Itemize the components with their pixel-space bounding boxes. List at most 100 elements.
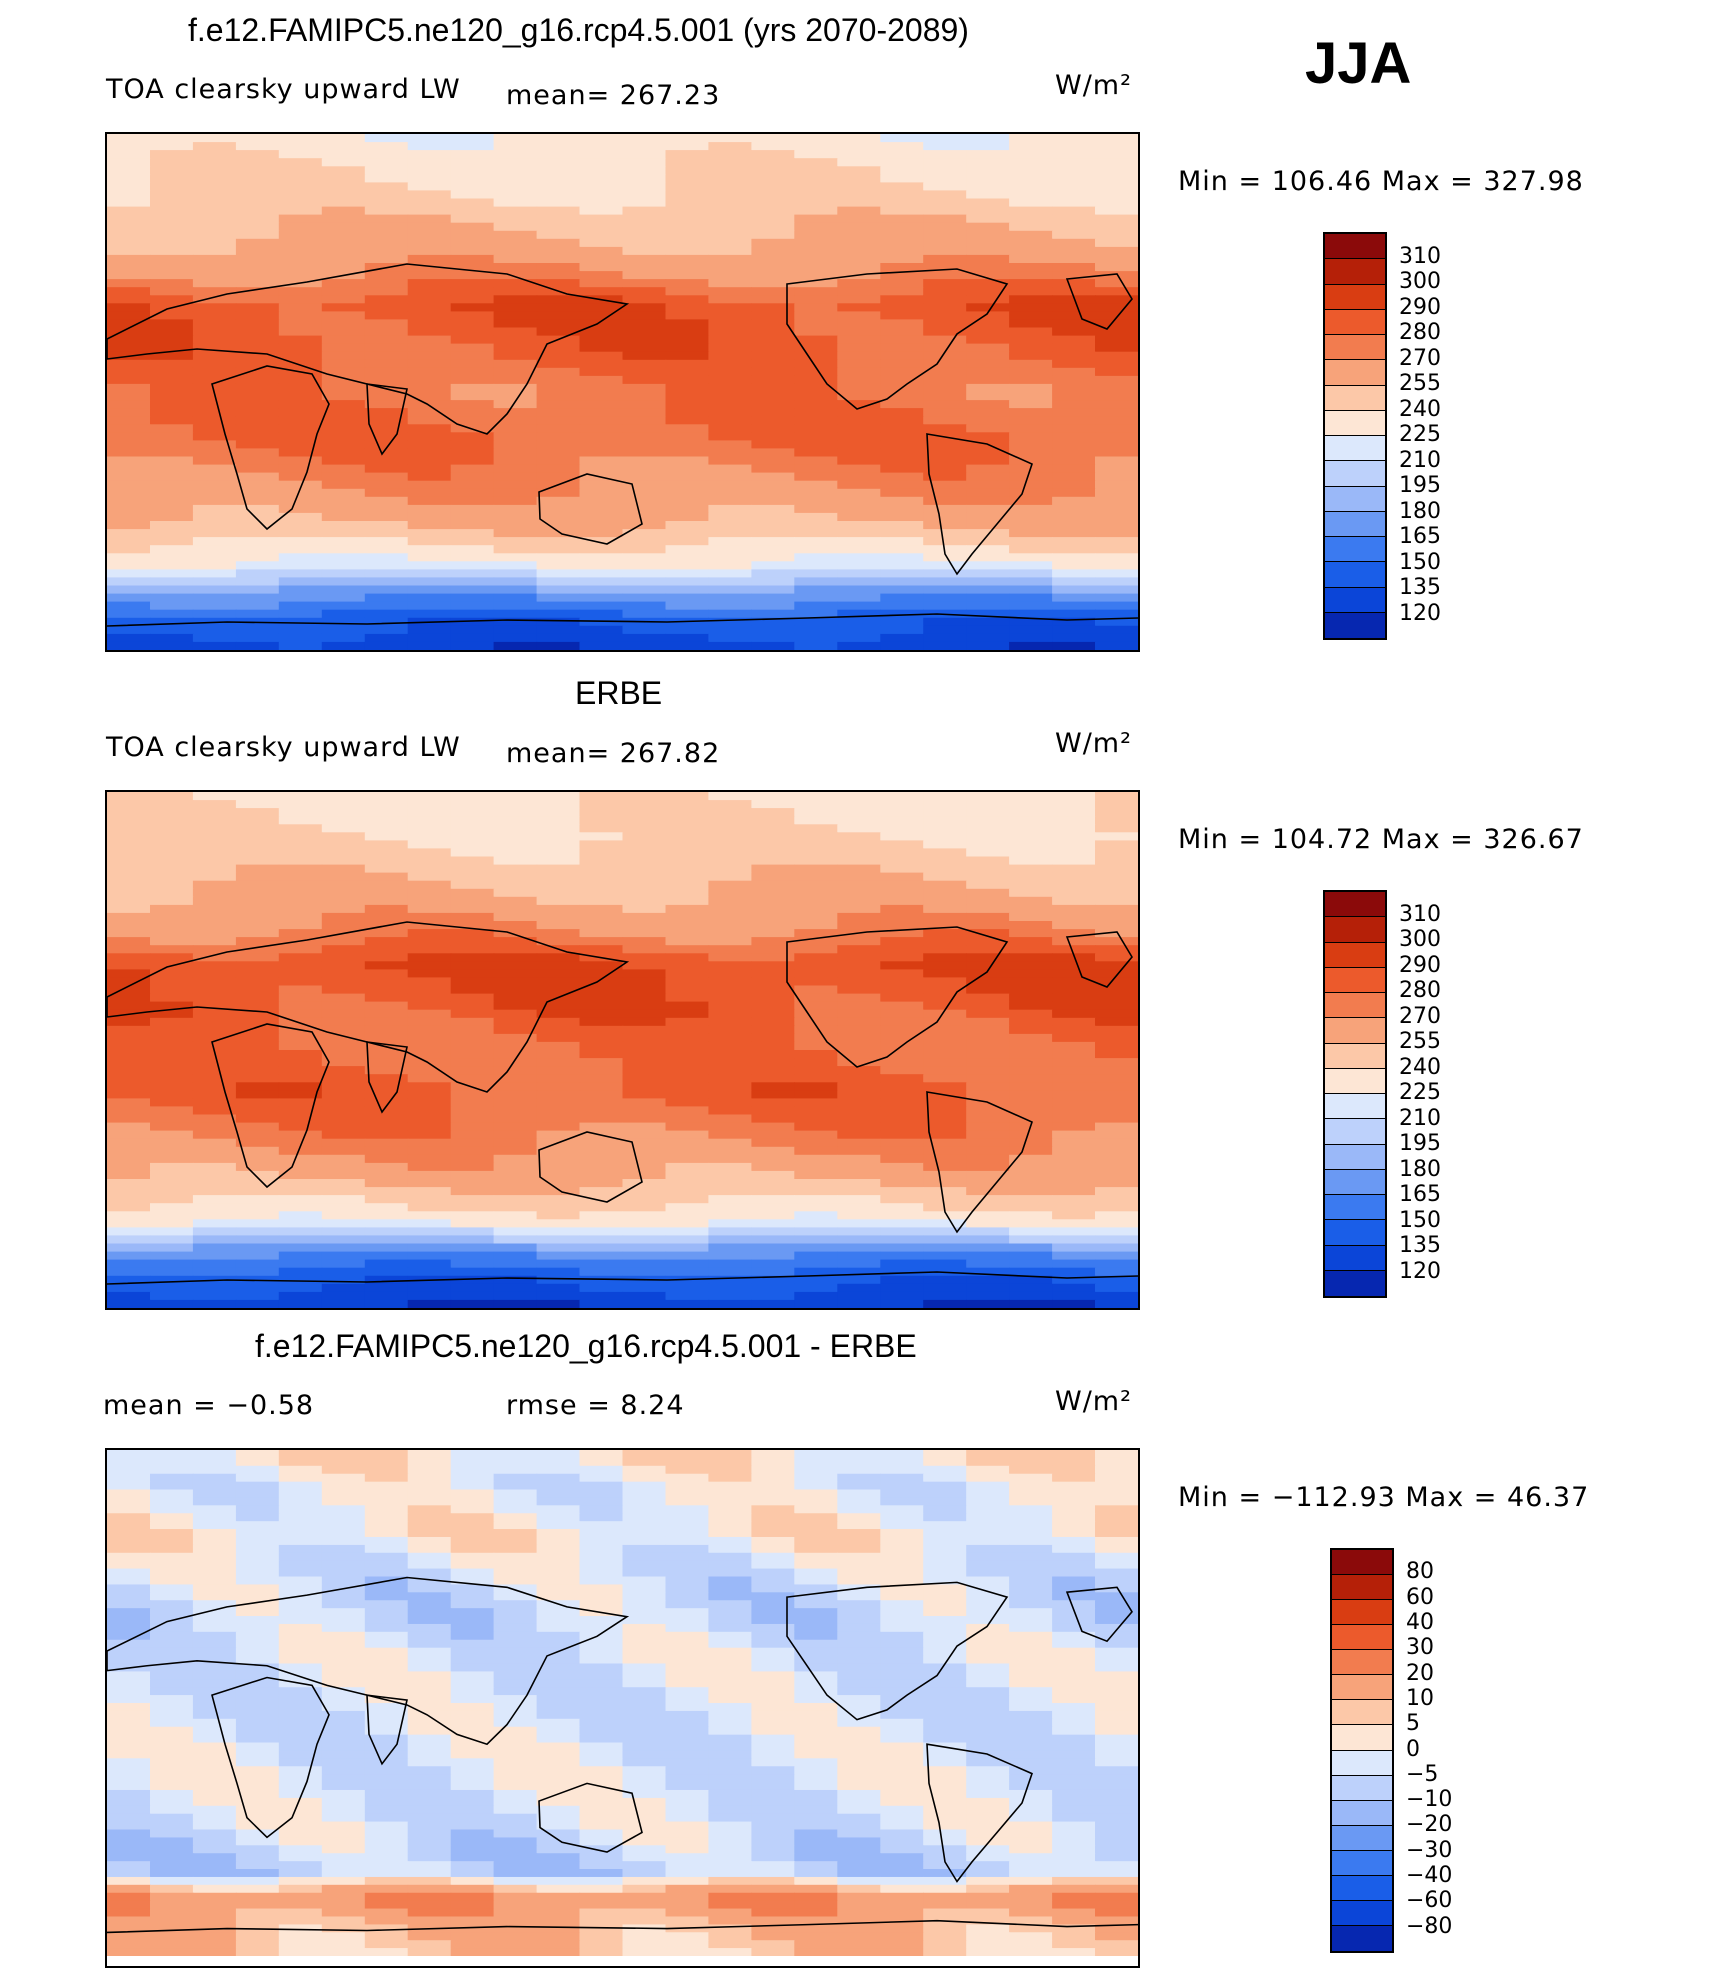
field-cell <box>107 969 151 979</box>
field-cell <box>966 529 1010 538</box>
field-cell <box>450 1892 495 1902</box>
coastline <box>786 1581 1009 1721</box>
field-cell <box>751 545 795 554</box>
field-cell <box>708 287 752 296</box>
field-cell <box>1009 1450 1053 1459</box>
field-cell <box>1095 1695 1138 1704</box>
field-cell <box>579 392 624 401</box>
field-cell <box>880 464 924 474</box>
field-cell <box>321 335 366 345</box>
field-cell <box>107 1861 151 1870</box>
field-cell <box>880 1529 924 1538</box>
field-cell <box>665 641 710 650</box>
field-cell <box>235 1544 280 1554</box>
field-cell <box>364 1687 409 1696</box>
field-cell <box>708 343 752 353</box>
field-cell <box>450 1900 495 1910</box>
field-cell <box>407 1710 452 1720</box>
field-cell <box>321 1267 366 1277</box>
field-cell <box>536 1521 581 1530</box>
field-cell <box>708 1718 752 1728</box>
field-cell <box>407 1529 452 1538</box>
field-cell <box>536 1908 581 1918</box>
field-cell <box>493 1536 538 1546</box>
field-cell <box>880 1853 924 1862</box>
field-cell <box>708 1450 752 1459</box>
field-cell <box>837 1114 881 1124</box>
field-cell <box>235 824 280 833</box>
field-cell <box>364 214 409 224</box>
field-cell <box>923 912 967 922</box>
field-cell <box>364 1932 409 1941</box>
field-cell <box>880 545 924 554</box>
field-cell <box>708 816 752 825</box>
field-cell <box>364 343 409 353</box>
field-cell <box>407 1017 452 1027</box>
field-cell <box>1009 1114 1053 1124</box>
field-cell <box>880 824 924 833</box>
field-cell <box>837 166 881 175</box>
field-cell <box>751 1090 795 1099</box>
field-cell <box>536 1797 581 1807</box>
field-cell <box>708 864 752 874</box>
field-cell <box>150 142 194 151</box>
field-cell <box>192 1025 237 1035</box>
field-cell <box>880 1948 924 1956</box>
field-cell <box>493 1291 538 1301</box>
field-cell <box>665 1082 710 1091</box>
field-cell <box>107 1283 151 1293</box>
colorbar-tick-label: 165 <box>1399 524 1441 549</box>
field-cell <box>837 1050 881 1059</box>
field-cell <box>837 1465 881 1475</box>
field-cell <box>235 1017 280 1027</box>
field-cell <box>321 1623 366 1633</box>
field-cell <box>1095 1267 1138 1277</box>
field-cell <box>364 585 409 595</box>
field-cell <box>450 295 495 304</box>
field-cell <box>923 896 967 906</box>
field-cell <box>107 1616 151 1625</box>
field-cell <box>1052 1130 1096 1140</box>
field-cell <box>1052 1481 1096 1491</box>
field-cell <box>321 158 366 167</box>
field-cell <box>794 1179 838 1188</box>
field-cell <box>880 1679 924 1688</box>
field-cell <box>235 343 280 353</box>
field-cell <box>321 1033 366 1043</box>
field-cell <box>923 1235 967 1245</box>
field-cell <box>278 1187 323 1196</box>
field-cell <box>837 1098 881 1108</box>
field-cell <box>837 1521 881 1530</box>
field-cell <box>966 1066 1010 1075</box>
field-cell <box>150 888 194 898</box>
field-cell <box>235 945 280 954</box>
field-cell <box>708 1050 752 1059</box>
field-cell <box>837 1726 881 1736</box>
field-cell <box>579 1797 624 1807</box>
field-cell <box>450 327 495 337</box>
field-cell <box>880 961 924 970</box>
field-cell <box>622 512 667 522</box>
field-cell <box>880 553 924 562</box>
field-cell <box>880 271 924 280</box>
field-cell <box>278 1742 323 1752</box>
field-cell <box>278 1750 323 1759</box>
field-cell <box>450 617 495 627</box>
field-cell <box>321 456 366 466</box>
field-cell <box>192 1170 237 1180</box>
field-cell <box>235 1283 280 1293</box>
field-cell <box>192 561 237 570</box>
field-cell <box>192 1529 237 1538</box>
field-cell <box>751 1782 795 1791</box>
field-cell <box>1009 392 1053 401</box>
field-cell <box>450 977 495 987</box>
field-cell <box>966 912 1010 922</box>
field-cell <box>923 840 967 850</box>
field-cell <box>536 367 581 377</box>
field-cell <box>794 1058 838 1067</box>
field-cell <box>321 1275 366 1285</box>
field-cell <box>794 1481 838 1491</box>
field-cell <box>880 1710 924 1720</box>
field-cell <box>536 1671 581 1680</box>
field-cell <box>622 832 667 841</box>
